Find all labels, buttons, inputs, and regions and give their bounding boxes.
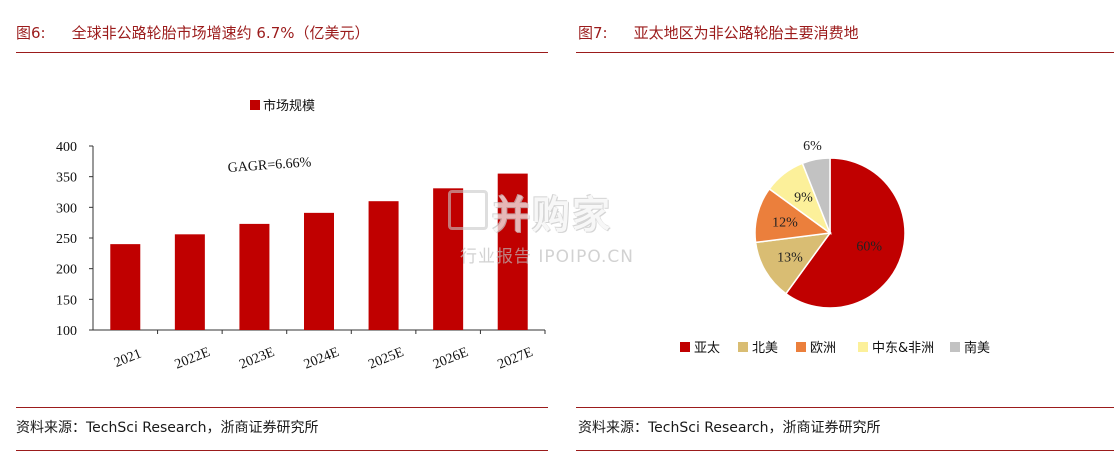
y-tick-label: 150: [56, 293, 77, 308]
pie-legend: 亚太 北美 欧洲 中东&非洲 南美: [680, 340, 990, 356]
y-tick-label: 400: [56, 140, 77, 155]
bar-2023E: [239, 223, 270, 330]
y-tick-label: 350: [56, 171, 77, 186]
pie-value-label: 60%: [856, 240, 882, 255]
legend-label: 中东&非洲: [872, 341, 934, 356]
bar-2024E: [304, 212, 334, 330]
growth-rate-annotation: GAGR=6.66%: [227, 155, 312, 176]
x-tick-label: 2025E: [367, 345, 407, 373]
left-figure-panel: 图6: 全球非公路轮胎市场增速约 6.7%（亿美元） 100 150 200 250 30…: [0, 0, 548, 454]
bar-2027E: [497, 173, 528, 330]
pie-value-label: 13%: [777, 251, 803, 266]
left-source-rule: [16, 407, 548, 408]
pie-value-label: 12%: [772, 215, 798, 230]
legend-label: 南美: [964, 340, 990, 356]
left-title-rule: [16, 52, 548, 53]
right-footer-rule: [576, 450, 1114, 451]
legend-swatch: [250, 100, 260, 110]
right-figure-title: 图7: 亚太地区为非公路轮胎主要消费地: [578, 22, 859, 43]
left-footer-rule: [16, 450, 548, 451]
pie-chart: 60% 13% 12% 9% 6% 亚太 北美 欧洲 中东&非洲 南美: [680, 139, 990, 356]
legend-swatch: [738, 342, 748, 352]
right-title-rule: [576, 52, 1114, 53]
bar-2025E: [368, 201, 399, 330]
pie-slice-南美: [801, 157, 831, 234]
right-figure-title-text: 亚太地区为非公路轮胎主要消费地: [633, 24, 859, 42]
left-figure-title: 图6: 全球非公路轮胎市场增速约 6.7%（亿美元）: [16, 22, 370, 43]
x-tick-label: 2022E: [173, 345, 213, 373]
legend-swatch: [680, 342, 690, 352]
pie-slice-亚太: [784, 157, 906, 309]
x-tick-label: 2021: [112, 347, 144, 371]
right-figure-panel: 图7: 亚太地区为非公路轮胎主要消费地 60% 13% 12% 9% 6% 亚太 北美 欧洲 中东…: [576, 0, 1114, 454]
legend-label: 北美: [752, 341, 778, 356]
y-tick-label: 200: [56, 263, 77, 278]
x-tick-label: 2027E: [496, 345, 536, 373]
pie-slice-北美: [754, 232, 832, 295]
x-tick-label: 2023E: [237, 345, 277, 373]
bar-2021: [110, 244, 141, 330]
right-source-note: 资料来源：TechSci Research，浙商证券研究所: [578, 420, 881, 436]
bar-2026E: [433, 188, 464, 330]
bar-legend: 市场规模: [250, 98, 315, 114]
legend-swatch: [950, 342, 960, 352]
legend-swatch: [858, 342, 868, 352]
y-tick-label: 100: [56, 324, 77, 339]
y-tick-label: 300: [56, 201, 77, 216]
left-source-note: 资料来源：TechSci Research，浙商证券研究所: [16, 420, 319, 436]
bar-2022E: [174, 234, 205, 330]
legend-swatch: [796, 342, 806, 352]
legend-label: 欧洲: [810, 341, 836, 356]
legend-label: 亚太: [694, 341, 720, 356]
right-source-rule: [576, 407, 1114, 408]
pie-value-label: 9%: [794, 190, 813, 205]
bar-chart: 100 150 200 250 300 350 400 2021 2022E 2023E 2024E…: [56, 98, 546, 373]
x-tick-label: 2026E: [431, 345, 471, 373]
pie-value-label: 6%: [803, 139, 822, 154]
x-tick-label: 2024E: [302, 345, 342, 373]
right-figure-number: 图7:: [578, 24, 608, 42]
y-tick-label: 250: [56, 232, 77, 247]
left-figure-number: 图6:: [16, 24, 46, 42]
left-figure-title-text: 全球非公路轮胎市场增速约 6.7%（亿美元）: [71, 24, 370, 42]
legend-label: 市场规模: [263, 98, 315, 114]
